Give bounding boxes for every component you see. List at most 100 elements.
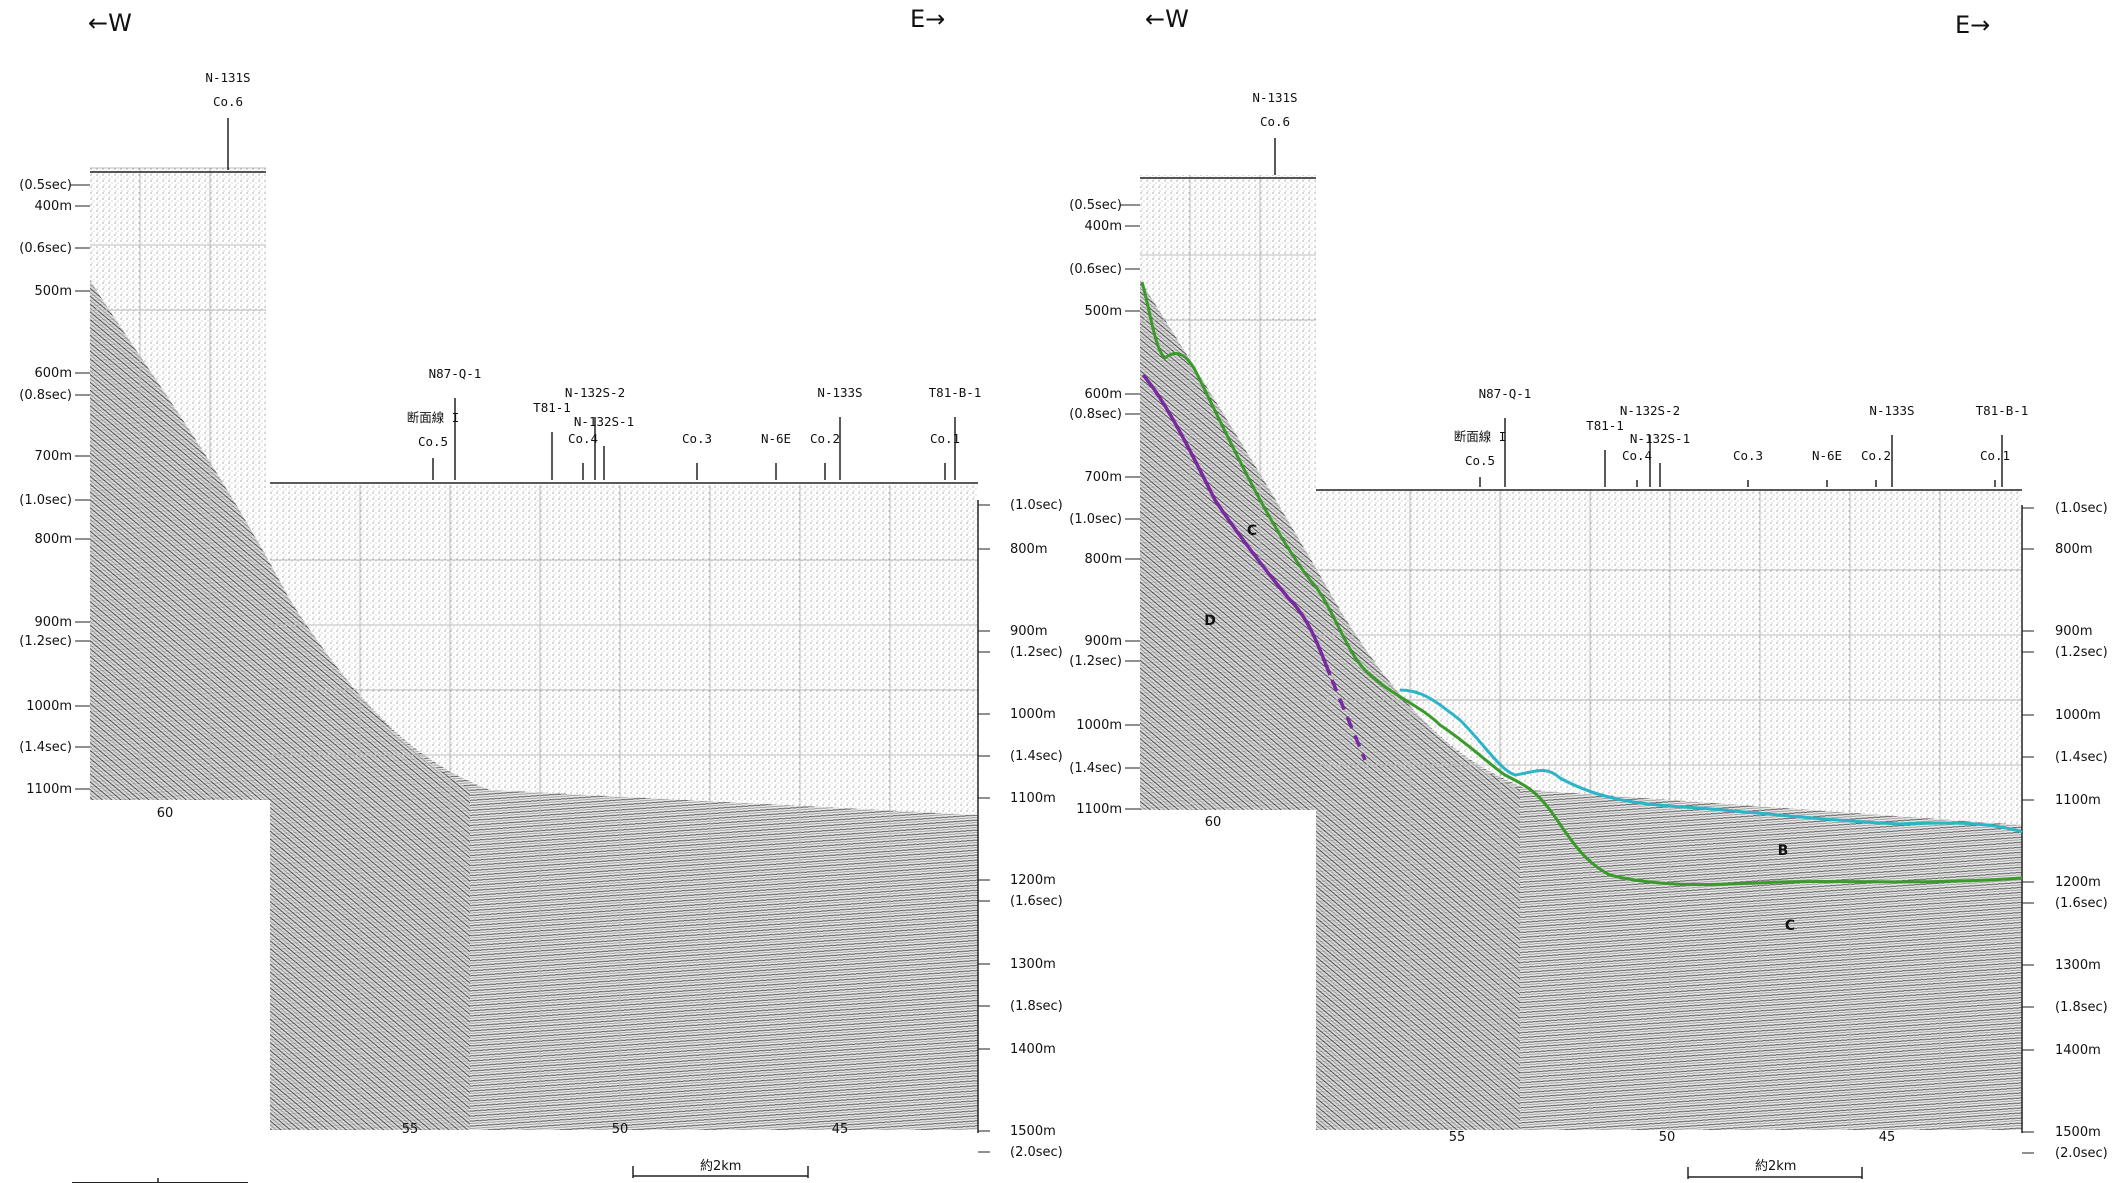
well-name: N-132S-1 — [1630, 431, 1690, 446]
well-marker: N87-Q-1 — [1479, 386, 1532, 487]
well-name: Co.1 — [930, 431, 960, 446]
depth-label: 900m — [35, 615, 72, 630]
horizon-cyan — [1399, 688, 2023, 834]
well-marker: Co.4 — [1622, 448, 1652, 487]
well-marker: N87-Q-1 — [429, 366, 481, 480]
depth-label: (1.4sec) — [1010, 749, 1063, 764]
shotpoint-labels: 60 55 50 45 — [1205, 815, 1896, 1145]
unit-labels: C D B C — [1204, 523, 1795, 934]
well-marker: T81-B-1 — [929, 385, 982, 480]
well-marker: N-132S-1 — [574, 414, 634, 480]
depth-label: (1.8sec) — [2055, 1000, 2108, 1015]
well-name: Co.2 — [810, 431, 840, 446]
well-marker: N-133S — [817, 385, 863, 480]
well-name: N-132S-2 — [1620, 403, 1680, 418]
well-name: Co.5 — [418, 434, 448, 449]
well-name: N-6E — [1812, 448, 1842, 463]
depth-label: (1.4sec) — [1069, 761, 1122, 776]
well-name: N-131S — [1252, 90, 1297, 105]
scale-bar: 約2km — [1687, 1159, 1863, 1179]
depth-label: 1400m — [2055, 1043, 2101, 1058]
well-name: T81-1 — [533, 400, 571, 415]
depth-label: 1100m — [1076, 802, 1122, 817]
well-marker: T81-1 — [1586, 418, 1624, 487]
depth-label: (1.4sec) — [19, 740, 72, 755]
depth-label: 500m — [35, 284, 72, 299]
shotpoint-label: 45 — [1879, 1130, 1896, 1145]
well-name: Co.6 — [213, 94, 243, 109]
depth-label: (1.2sec) — [1069, 654, 1122, 669]
depth-label: 900m — [1085, 634, 1122, 649]
depth-label: (0.8sec) — [19, 388, 72, 403]
well-marker: Co.1 — [930, 431, 960, 480]
left-panel: ←W E→ (0.5sec)400m(0.6sec)500 — [19, 5, 1063, 1183]
depth-label: (1.2sec) — [2055, 645, 2108, 660]
well-marker: Co.2 — [1861, 448, 1891, 487]
well-marker: N-131S Co.6 — [205, 70, 251, 170]
well-marker: Co.4 — [568, 431, 598, 480]
depth-label: (1.6sec) — [1010, 894, 1063, 909]
well-marker: N-132S-2 — [1620, 403, 1680, 487]
well-marker: N-132S-2 — [565, 385, 625, 480]
depth-label: (0.6sec) — [19, 241, 72, 256]
shotpoint-label: 50 — [1659, 1130, 1676, 1145]
well-markers: N-131S Co.6 N87-Q-1 断面線 I Co.5 T81-1N-132S-2 N… — [1252, 90, 2028, 487]
right-panel: ←W E→ — [1069, 5, 2108, 1179]
well-name: Co.3 — [1733, 448, 1763, 463]
scale-bar: 約2km — [632, 1159, 809, 1178]
depth-label: (1.0sec) — [2055, 501, 2108, 516]
scale-label: 約2km — [700, 1159, 741, 1174]
depth-axis-right: (1.0sec) 800m 900m (1.2sec) 1000m (1.4sec) 110… — [978, 498, 1063, 1160]
well-marker: N-6E — [1812, 448, 1842, 487]
west-label: ←W — [88, 9, 132, 37]
depth-label: 1000m — [1076, 718, 1122, 733]
depth-label: (0.8sec) — [1069, 407, 1122, 422]
east-label: E→ — [910, 5, 945, 33]
unit-label: B — [1778, 843, 1789, 859]
well-marker: 断面線 I Co.5 — [1454, 429, 1507, 487]
depth-label: (1.0sec) — [1069, 512, 1122, 527]
well-name: N-133S — [817, 385, 862, 400]
well-marker: Co.1 — [1980, 448, 2010, 487]
depth-label: (1.2sec) — [1010, 645, 1063, 660]
well-name: N87-Q-1 — [1479, 386, 1532, 401]
depth-label: 800m — [1010, 542, 1047, 557]
well-name: Co.2 — [1861, 448, 1891, 463]
depth-label: (1.6sec) — [2055, 896, 2108, 911]
well-name: N-132S-2 — [565, 385, 625, 400]
depth-label: 1300m — [1010, 957, 1056, 972]
well-name: Co.4 — [568, 431, 598, 446]
well-name: 断面線 I — [407, 410, 460, 425]
well-name: 断面線 I — [1454, 429, 1507, 444]
depth-label: 900m — [1010, 624, 1047, 639]
depth-label: (2.0sec) — [1010, 1145, 1063, 1160]
depth-label: 1500m — [1010, 1124, 1056, 1139]
depth-label: 600m — [1085, 387, 1122, 402]
shotpoint-label: 45 — [832, 1122, 849, 1137]
interpreted-horizons — [1140, 281, 2023, 887]
well-marker: 断面線 I Co.5 — [407, 410, 460, 480]
well-marker: T81-1 — [533, 400, 571, 480]
depth-label: (0.6sec) — [1069, 262, 1122, 277]
well-marker: Co.3 — [682, 431, 712, 480]
well-name: N-6E — [761, 431, 791, 446]
shotpoint-label: 50 — [612, 1122, 629, 1137]
well-name: Co.5 — [1465, 453, 1495, 468]
unit-label: D — [1204, 613, 1216, 629]
well-name: T81-B-1 — [929, 385, 982, 400]
horizon-purple — [1141, 373, 1332, 676]
depth-label: 800m — [2055, 542, 2092, 557]
depth-label: 500m — [1085, 304, 1122, 319]
depth-label: 400m — [1085, 219, 1122, 234]
seismic-profile — [1120, 175, 2023, 1133]
well-name: T81-1 — [1586, 418, 1624, 433]
well-name: Co.6 — [1260, 114, 1290, 129]
depth-label: 1000m — [2055, 708, 2101, 723]
depth-label: 1100m — [26, 782, 72, 797]
depth-axis-left: (0.5sec) 400m (0.6sec) 500m 600m (0.8sec) 700m… — [19, 178, 90, 797]
depth-label: 800m — [1085, 552, 1122, 567]
well-marker: N-133S — [1869, 403, 1915, 487]
depth-label: (0.5sec) — [19, 178, 72, 193]
depth-label: 1000m — [26, 699, 72, 714]
